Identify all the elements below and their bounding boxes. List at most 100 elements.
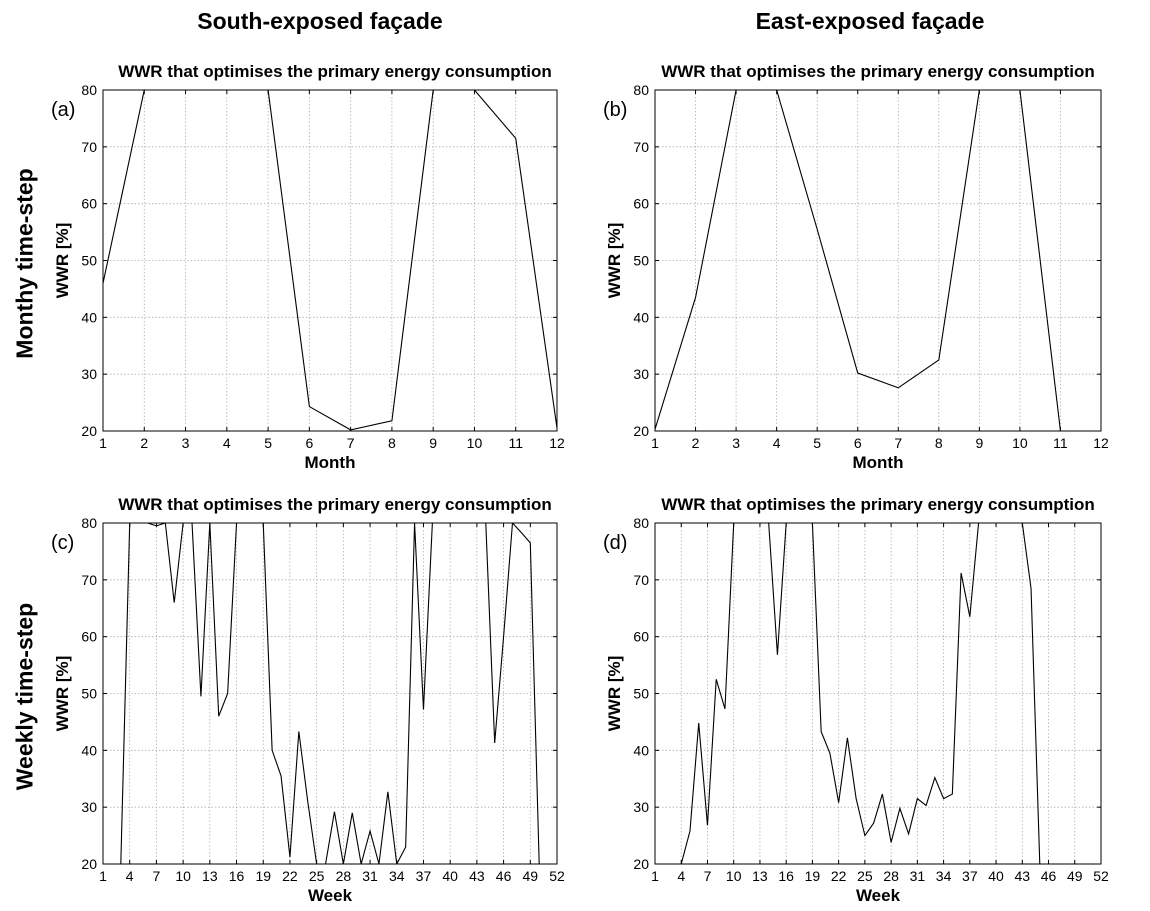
x-tick-label: 11 <box>508 435 523 451</box>
x-tick-label: 49 <box>1067 868 1083 884</box>
series-line-1 <box>120 523 540 864</box>
y-tick-label: 80 <box>633 82 649 98</box>
chart-title: WWR that optimises the primary energy co… <box>118 495 552 514</box>
y-tick-label: 30 <box>81 799 97 815</box>
x-tick-label: 1 <box>99 435 107 451</box>
y-tick-label: 30 <box>633 799 649 815</box>
y-tick-label: 70 <box>81 139 97 155</box>
x-tick-label: 13 <box>202 868 218 884</box>
y-tick-label: 60 <box>81 629 97 645</box>
x-tick-label: 2 <box>692 435 700 451</box>
y-tick-label: 60 <box>81 196 97 212</box>
series-line-1 <box>655 90 1062 431</box>
x-tick-label: 28 <box>883 868 899 884</box>
x-tick-label: 37 <box>416 868 432 884</box>
x-tick-label: 16 <box>229 868 245 884</box>
x-tick-label: 10 <box>175 868 191 884</box>
y-tick-label: 50 <box>81 686 97 702</box>
series-line-1 <box>680 523 1041 864</box>
x-tick-label: 43 <box>469 868 485 884</box>
y-tick-label: 70 <box>633 139 649 155</box>
y-tick-label: 30 <box>81 366 97 382</box>
x-tick-label: 6 <box>854 435 862 451</box>
x-tick-label: 52 <box>549 868 565 884</box>
x-tick-label: 31 <box>362 868 378 884</box>
x-tick-label: 4 <box>773 435 781 451</box>
x-tick-label: 4 <box>677 868 685 884</box>
x-axis-label: Month <box>853 453 904 472</box>
column-header-east: East-exposed façade <box>755 8 985 34</box>
x-tick-label: 22 <box>282 868 298 884</box>
x-tick-label: 46 <box>496 868 512 884</box>
y-tick-label: 70 <box>81 572 97 588</box>
x-tick-label: 8 <box>935 435 943 451</box>
x-tick-label: 31 <box>910 868 926 884</box>
x-tick-label: 25 <box>857 868 873 884</box>
x-tick-label: 28 <box>336 868 352 884</box>
x-tick-label: 7 <box>153 868 161 884</box>
panel-label: (d) <box>603 532 627 554</box>
y-axis-label: WWR [%] <box>605 656 624 732</box>
column-header-south: South-exposed façade <box>197 8 443 34</box>
x-tick-label: 11 <box>1053 435 1068 451</box>
chart-title: WWR that optimises the primary energy co… <box>118 62 552 81</box>
x-tick-label: 1 <box>99 868 107 884</box>
y-tick-label: 30 <box>633 366 649 382</box>
x-axis-label: Month <box>305 453 356 472</box>
x-tick-label: 4 <box>223 435 231 451</box>
chart-panel-4: 1 4 7 10 13 16 19 22 25 28 31 34 37 40 43 46 49 52 20 30 40 5… <box>603 495 1109 905</box>
x-tick-label: 6 <box>305 435 313 451</box>
x-axis-label: Week <box>308 886 353 905</box>
x-tick-label: 7 <box>894 435 902 451</box>
x-axis-label: Week <box>856 886 901 905</box>
x-tick-label: 10 <box>1012 435 1028 451</box>
series-line-1 <box>103 90 557 431</box>
x-tick-label: 16 <box>778 868 794 884</box>
x-tick-label: 19 <box>805 868 821 884</box>
x-tick-label: 37 <box>962 868 978 884</box>
x-tick-label: 10 <box>467 435 483 451</box>
y-tick-label: 40 <box>633 309 649 325</box>
x-tick-label: 34 <box>389 868 405 884</box>
x-tick-label: 40 <box>988 868 1004 884</box>
panel-label: (b) <box>603 99 627 121</box>
y-tick-label: 20 <box>81 423 97 439</box>
x-tick-label: 10 <box>726 868 742 884</box>
x-tick-label: 3 <box>732 435 740 451</box>
y-tick-label: 50 <box>633 253 649 269</box>
x-tick-label: 43 <box>1015 868 1031 884</box>
y-tick-label: 50 <box>81 253 97 269</box>
y-axis-label: WWR [%] <box>53 656 72 732</box>
y-tick-label: 20 <box>633 856 649 872</box>
x-tick-label: 40 <box>442 868 458 884</box>
y-tick-label: 60 <box>633 629 649 645</box>
x-tick-label: 9 <box>429 435 437 451</box>
x-tick-label: 8 <box>388 435 396 451</box>
y-tick-label: 80 <box>633 515 649 531</box>
x-tick-label: 49 <box>523 868 539 884</box>
chart-title: WWR that optimises the primary energy co… <box>661 62 1095 81</box>
x-tick-label: 13 <box>752 868 768 884</box>
x-tick-label: 1 <box>651 435 659 451</box>
x-tick-label: 12 <box>1093 435 1109 451</box>
y-tick-label: 20 <box>81 856 97 872</box>
x-tick-label: 19 <box>255 868 271 884</box>
y-tick-label: 40 <box>81 309 97 325</box>
x-tick-label: 2 <box>140 435 148 451</box>
x-tick-label: 1 <box>651 868 659 884</box>
chart-title: WWR that optimises the primary energy co… <box>661 495 1095 514</box>
x-tick-label: 4 <box>126 868 134 884</box>
y-tick-label: 70 <box>633 572 649 588</box>
y-axis-label: WWR [%] <box>53 223 72 299</box>
y-tick-label: 40 <box>81 742 97 758</box>
x-tick-label: 9 <box>975 435 983 451</box>
x-tick-label: 52 <box>1093 868 1109 884</box>
chart-panel-3: 1 4 7 10 13 16 19 22 25 28 31 34 37 40 43 46 49 52 20 30 40 5… <box>51 495 565 905</box>
x-tick-label: 12 <box>549 435 565 451</box>
x-tick-label: 7 <box>704 868 712 884</box>
panel-label: (c) <box>51 532 74 554</box>
x-tick-label: 46 <box>1041 868 1057 884</box>
